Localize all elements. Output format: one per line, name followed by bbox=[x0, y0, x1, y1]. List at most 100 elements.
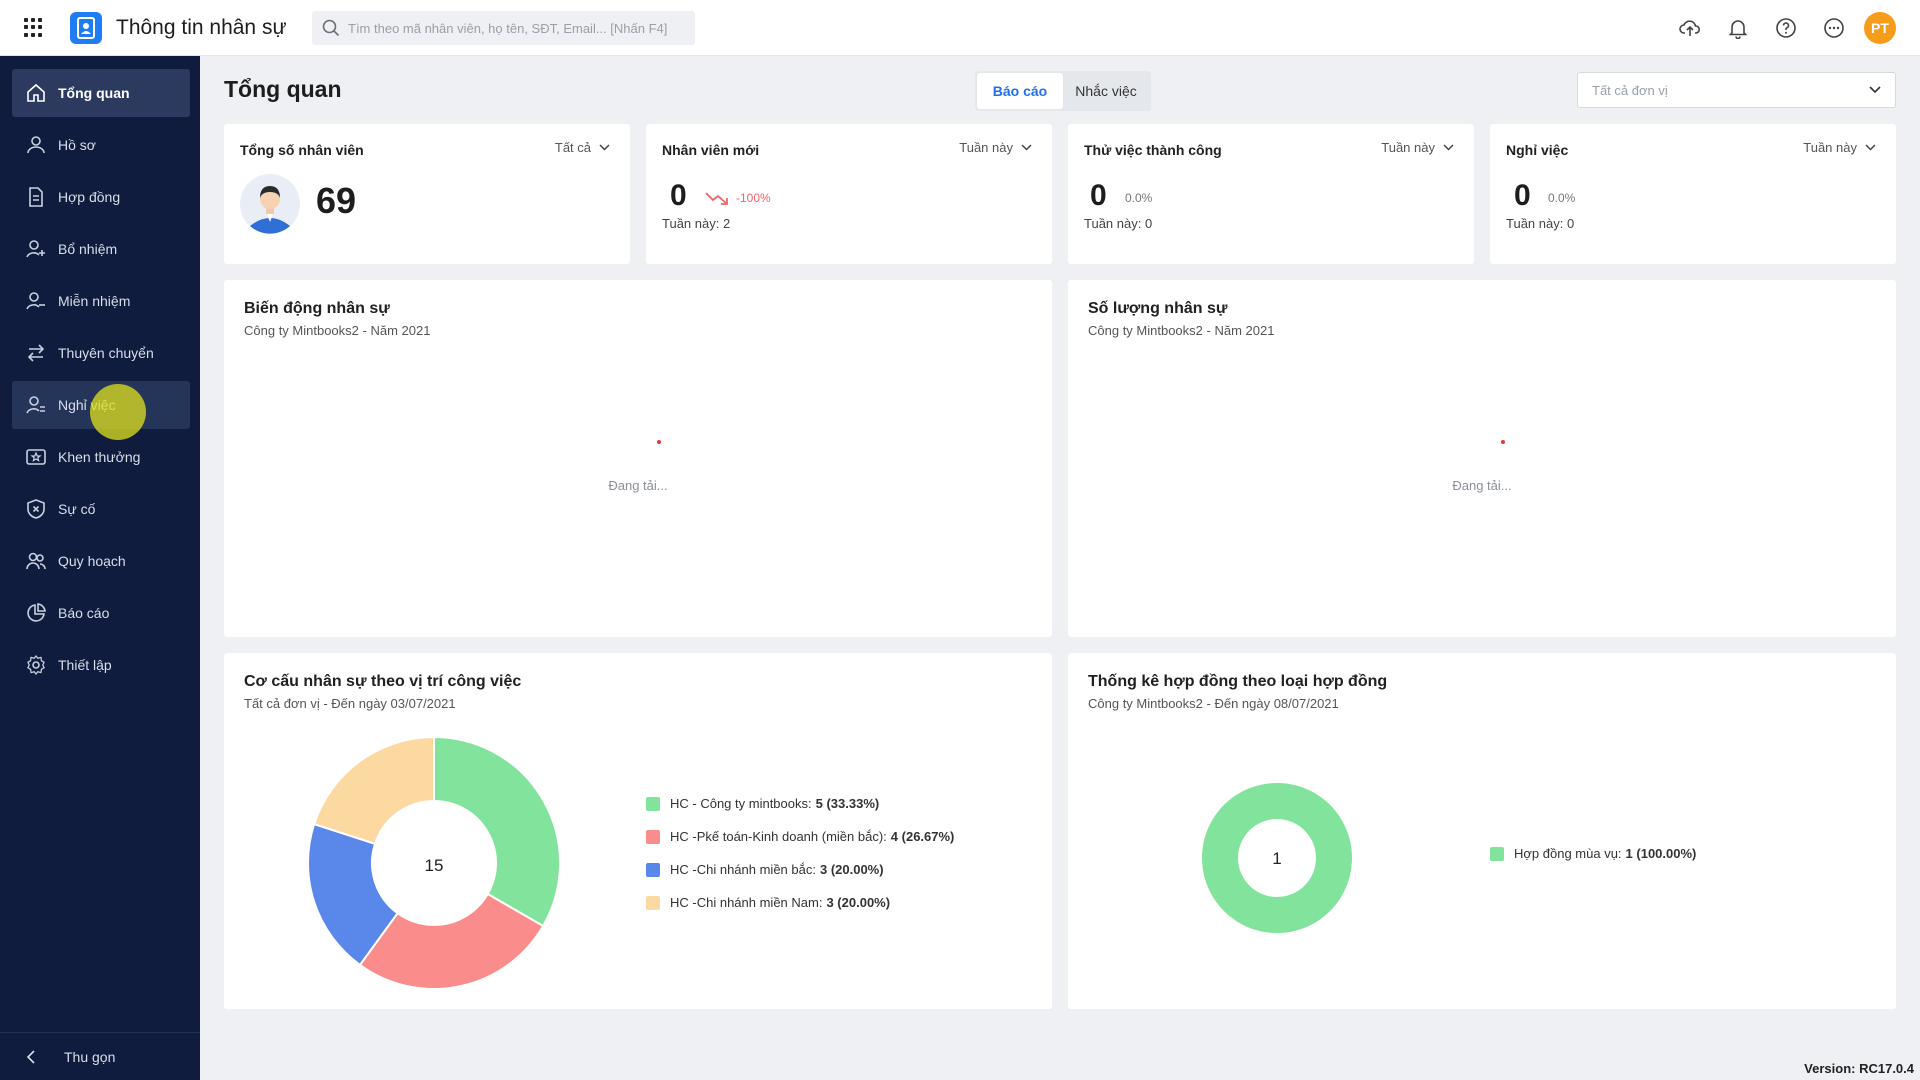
chevron-left-icon bbox=[26, 1049, 35, 1064]
user-plus-icon bbox=[24, 237, 48, 261]
legend-item[interactable]: HC -Chi nhánh miền bắc:3 (20.00%) bbox=[646, 853, 954, 886]
legend-separator: : bbox=[883, 829, 887, 844]
staff-movement-chart-card: Biến động nhân sự Công ty Mintbooks2 - N… bbox=[224, 280, 1052, 637]
kpi-title: Tổng số nhân viên bbox=[240, 142, 364, 158]
kpi-change: 0.0% bbox=[1125, 191, 1153, 205]
kpi-period-filter[interactable]: Tuần này bbox=[1381, 140, 1454, 155]
chevron-down-icon bbox=[1865, 144, 1876, 151]
sidebar-item-2[interactable]: Hồ sơ bbox=[12, 121, 190, 169]
kpi-period-filter[interactable]: Tuần này bbox=[959, 140, 1032, 155]
view-tabs: Báo cáo Nhắc việc bbox=[975, 71, 1151, 111]
search-input[interactable] bbox=[348, 20, 688, 36]
sidebar-item-label: Hồ sơ bbox=[58, 137, 96, 153]
chart-subtitle: Công ty Mintbooks2 - Năm 2021 bbox=[1088, 323, 1275, 338]
tab-reports[interactable]: Báo cáo bbox=[977, 73, 1063, 109]
legend-item[interactable]: HC -Chi nhánh miền Nam:3 (20.00%) bbox=[646, 886, 954, 919]
sidebar: Tổng quan Hồ sơ Hợp đồng Bổ nhiệm Miễn nhiệm… bbox=[0, 56, 200, 1080]
contract-type-legend: Hợp đồng mùa vụ:1 (100.00%) bbox=[1490, 837, 1696, 870]
legend-value: 1 (100.00%) bbox=[1625, 846, 1697, 861]
donut-slice-4[interactable] bbox=[312, 735, 435, 846]
legend-separator: : bbox=[808, 796, 812, 811]
donut-slice-1[interactable] bbox=[1200, 781, 1354, 935]
legend-item[interactable]: HC - Công ty mintbooks:5 (33.33%) bbox=[646, 787, 954, 820]
sidebar-item-label: Sự cố bbox=[58, 501, 96, 517]
collapse-sidebar-button[interactable]: Thu gọn bbox=[0, 1032, 200, 1080]
chevron-down-icon bbox=[1021, 144, 1032, 151]
donut-center-label: 1 bbox=[1272, 849, 1281, 868]
legend-swatch bbox=[646, 829, 660, 844]
kpi-value: 0 bbox=[1514, 179, 1531, 212]
kpi-value: 0 bbox=[1090, 179, 1107, 212]
contract-type-chart-card: Thống kê hợp đồng theo loại hợp đồng Côn… bbox=[1068, 653, 1896, 1009]
app-logo[interactable] bbox=[70, 11, 102, 44]
chevron-down-icon bbox=[599, 144, 610, 151]
legend-value: 5 (33.33%) bbox=[815, 796, 880, 811]
tab-reminders[interactable]: Nhắc việc bbox=[1075, 83, 1137, 99]
more-icon[interactable] bbox=[1822, 16, 1846, 40]
kpi-filter-label: Tuần này bbox=[959, 140, 1013, 155]
donut-slice-2[interactable] bbox=[358, 892, 545, 990]
sidebar-item-label: Nghỉ việc bbox=[58, 397, 116, 413]
sidebar-item-label: Bổ nhiệm bbox=[58, 241, 118, 257]
sidebar-item-11[interactable]: Báo cáo bbox=[12, 589, 190, 637]
sidebar-item-5[interactable]: Miễn nhiệm bbox=[12, 277, 190, 325]
chevron-down-icon bbox=[1443, 144, 1454, 151]
user-avatar[interactable]: PT bbox=[1864, 12, 1896, 44]
sidebar-item-label: Hợp đồng bbox=[58, 189, 121, 205]
kpi-filter-label: Tất cả bbox=[554, 140, 591, 155]
kpi-period-filter[interactable]: Tất cả bbox=[555, 140, 610, 155]
loading-spinner bbox=[1501, 440, 1505, 444]
job-structure-donut: 15 bbox=[307, 735, 561, 990]
legend-item[interactable]: Hợp đồng mùa vụ:1 (100.00%) bbox=[1490, 837, 1696, 870]
sidebar-item-9[interactable]: Sự cố bbox=[12, 485, 190, 533]
chart-subtitle: Công ty Mintbooks2 - Năm 2021 bbox=[244, 323, 431, 338]
unit-filter-placeholder: Tất cả đơn vị bbox=[1592, 82, 1668, 98]
sidebar-item-12[interactable]: Thiết lập bbox=[12, 641, 190, 689]
unit-filter-dropdown[interactable]: Tất cả đơn vị bbox=[1577, 72, 1896, 108]
sidebar-item-3[interactable]: Hợp đồng bbox=[12, 173, 190, 221]
kpi-total-employees: Tổng số nhân viên Tất cả 69 bbox=[224, 124, 630, 264]
loading-text: Đang tải... bbox=[608, 478, 668, 493]
sidebar-item-label: Thiết lập bbox=[58, 657, 112, 673]
search-box[interactable] bbox=[312, 11, 695, 45]
kpi-period-filter[interactable]: Tuần này bbox=[1803, 140, 1876, 155]
kpi-value: 0 bbox=[670, 179, 687, 212]
kpi-title: Thử việc thành công bbox=[1084, 142, 1222, 158]
apps-grid-icon[interactable] bbox=[24, 17, 44, 38]
shield-icon bbox=[24, 497, 48, 521]
sidebar-item-6[interactable]: Thuyên chuyển bbox=[12, 329, 190, 377]
kpi-change: 0.0% bbox=[1548, 191, 1576, 205]
kpi-filter-label: Tuần này bbox=[1803, 140, 1857, 155]
headcount-chart-card: Số lượng nhân sự Công ty Mintbooks2 - Nă… bbox=[1068, 280, 1896, 637]
pie-chart-icon bbox=[24, 601, 48, 625]
app-title: Thông tin nhân sự bbox=[116, 15, 287, 39]
chart-title: Biến động nhân sự bbox=[244, 300, 390, 317]
legend-separator: : bbox=[812, 862, 816, 877]
top-bar: Thông tin nhân sự PT bbox=[0, 0, 1920, 56]
sidebar-item-7[interactable]: Nghỉ việc bbox=[12, 381, 190, 429]
kpi-value: 69 bbox=[316, 180, 357, 221]
users-icon bbox=[24, 549, 48, 573]
user-minus-icon bbox=[24, 289, 48, 313]
page-title: Tổng quan bbox=[224, 76, 342, 102]
legend-item[interactable]: HC -Pkế toán-Kinh doanh (miền bắc):4 (26… bbox=[646, 820, 954, 853]
bell-icon[interactable] bbox=[1726, 16, 1750, 40]
sidebar-item-4[interactable]: Bổ nhiệm bbox=[12, 225, 190, 273]
donut-slice-1[interactable] bbox=[433, 735, 561, 928]
sidebar-item-label: Báo cáo bbox=[58, 605, 110, 621]
legend-swatch bbox=[646, 895, 660, 910]
sidebar-item-1[interactable]: Tổng quan bbox=[12, 69, 190, 117]
trend-down-icon bbox=[705, 192, 728, 205]
cloud-upload-icon[interactable] bbox=[1678, 16, 1702, 40]
help-icon[interactable] bbox=[1774, 16, 1798, 40]
legend-separator: : bbox=[1617, 846, 1622, 861]
sidebar-item-10[interactable]: Quy hoạch bbox=[12, 537, 190, 585]
legend-swatch bbox=[1490, 846, 1504, 861]
legend-label: Hợp đồng mùa vụ bbox=[1514, 846, 1618, 861]
kpi-subtext: Tuần này: 2 bbox=[662, 216, 731, 231]
kpi-change: -100% bbox=[736, 191, 771, 205]
chevron-down-icon bbox=[1869, 86, 1881, 94]
legend-value: 4 (26.67%) bbox=[890, 829, 955, 844]
donut-slice-3[interactable] bbox=[307, 822, 399, 967]
sidebar-item-8[interactable]: Khen thưởng bbox=[12, 433, 190, 481]
